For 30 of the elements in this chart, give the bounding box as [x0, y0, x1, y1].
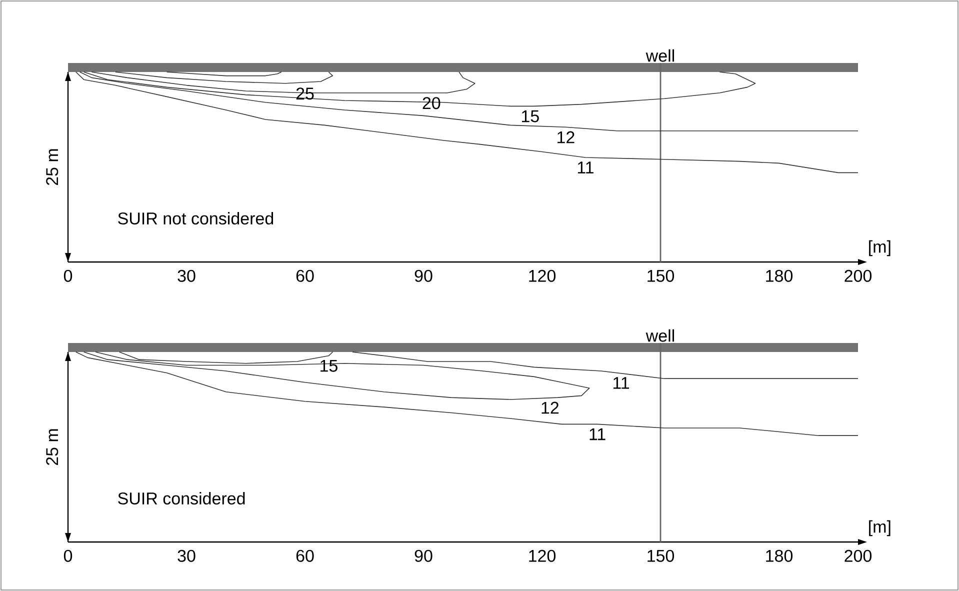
x-axis-title: [m] — [869, 520, 890, 536]
annotation: SUIR considered — [118, 492, 245, 505]
x-tick-label: 0 — [64, 270, 72, 282]
annotation: 11 — [578, 162, 594, 174]
ref-line-label: well — [646, 329, 674, 342]
x-tick-label: 150 — [648, 550, 674, 562]
x-tick-label: 200 — [844, 270, 872, 282]
ref-line-label: well — [646, 49, 674, 62]
x-tick-label: 150 — [648, 270, 674, 282]
annotation: 11 — [613, 377, 629, 389]
x-tick-label: 120 — [529, 550, 556, 562]
x-tick-label: 30 — [178, 270, 196, 282]
x-tick-label: 90 — [414, 270, 432, 282]
annotation: SUIR not considered — [118, 212, 274, 225]
x-tick-label: 30 — [178, 550, 196, 562]
x-tick-label: 200 — [844, 550, 872, 562]
x-tick-label: 90 — [414, 550, 432, 562]
x-tick-label: 180 — [766, 550, 793, 562]
x-tick-label: 180 — [766, 270, 793, 282]
x-tick-label: 60 — [296, 270, 314, 282]
y-axis-title: 25 m — [46, 429, 58, 466]
x-axis-title: [m] — [869, 240, 890, 256]
annotation: 11 — [590, 428, 606, 440]
y-axis-title: 25 m — [46, 149, 58, 186]
x-tick-label: 60 — [296, 550, 314, 562]
x-tick-label: 0 — [64, 550, 72, 562]
annotation: 15 — [522, 110, 539, 122]
annotation: 12 — [558, 131, 574, 144]
x-tick-label: 120 — [529, 270, 556, 282]
annotation: 12 — [542, 402, 558, 414]
